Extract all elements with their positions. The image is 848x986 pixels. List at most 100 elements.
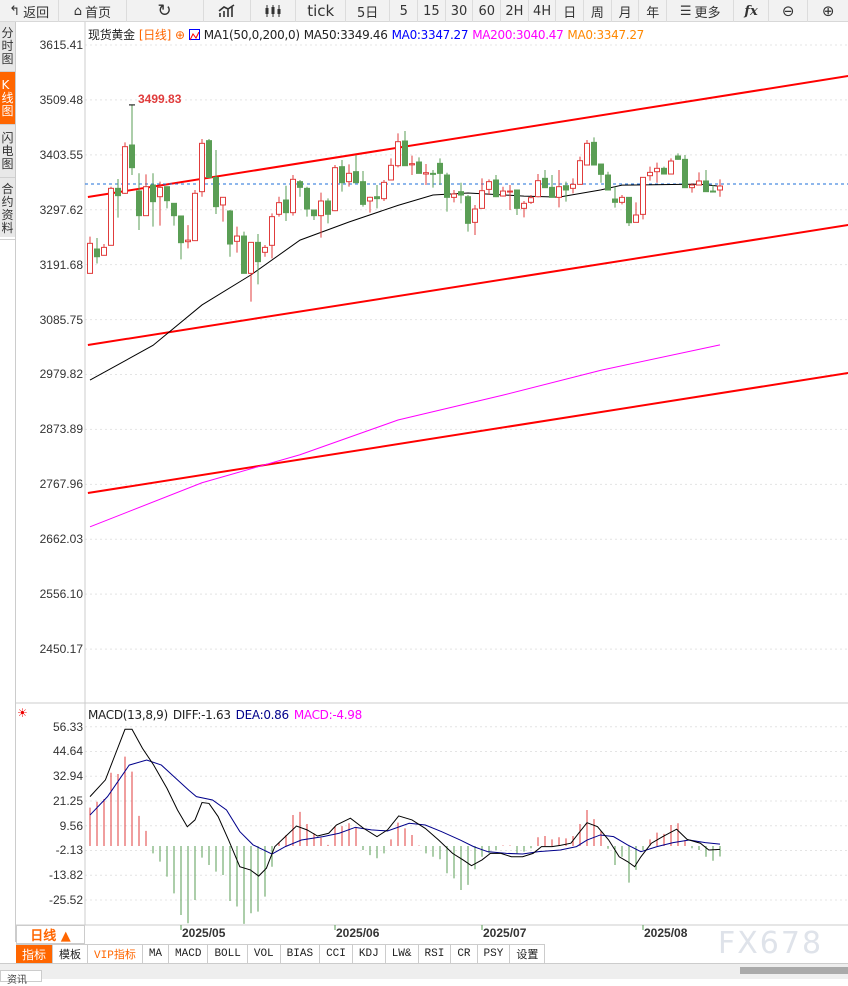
ma-params: MA1(50,0,200,0) [203,27,300,42]
candle-body [423,172,429,175]
period-year[interactable]: 年 [639,0,668,22]
tick-button[interactable]: tick [296,0,346,22]
tab-vip-indicator[interactable]: VIP指标 [88,945,143,963]
high-price-label: 3499.83 [138,92,182,106]
sidebar-item-kline[interactable]: K线图 [0,72,15,125]
candle-body [682,158,688,189]
tab-psy[interactable]: PSY [477,945,511,963]
date-label: 2025/06 [336,926,380,940]
candle-body [556,186,562,198]
toolbar: ↰ 返回 ⌂ 首页 ↻ tick 5日 5 15 30 60 2H 4H 日 周 月… [0,0,848,22]
dea-value: DEA:0.86 [235,708,289,722]
candle-body [255,241,261,263]
price-tick-label: 3191.68 [39,257,83,272]
add-indicator-icon[interactable]: ⊕ [174,27,185,42]
tab-boll[interactable]: BOLL [208,945,248,963]
news-tab[interactable]: 资讯 [0,970,42,986]
formula-button[interactable]: fx [734,0,769,22]
scrollbar-thumb[interactable] [740,967,848,974]
candle-body [311,209,317,217]
period-day[interactable]: 日 [556,0,585,22]
bar-chart-icon [218,4,235,17]
ma-indicator-icon[interactable] [188,29,200,41]
ma0-value-2: MA0:3347.27 [567,27,644,42]
candle-body [472,208,478,223]
candle-body [339,166,345,184]
ma50-value: MA50:3349.46 [303,27,388,42]
candle-body [171,202,177,217]
candle-body [717,185,723,191]
zoom-out-button[interactable]: ⊖ [769,0,809,22]
tab-kdj[interactable]: KDJ [352,945,386,963]
tab-rsi[interactable]: RSI [418,945,452,963]
candle-body [521,202,527,209]
candle-body [465,196,471,224]
sidebar-item-flash[interactable]: 闪电图 [0,125,15,178]
candle-body [500,190,506,197]
date-label: 2025/07 [483,926,527,940]
refresh-button[interactable]: ↻ [127,0,204,22]
candlestick-button[interactable] [251,0,297,22]
candle-body [619,196,625,203]
dea-line [89,759,721,855]
diff-line [89,728,721,877]
candle-body [122,146,128,194]
back-button[interactable]: ↰ 返回 [0,0,60,22]
tab-lw[interactable]: LW& [385,945,419,963]
candle-body [360,181,366,205]
tab-vol[interactable]: VOL [247,945,281,963]
candle-body [304,187,310,210]
tab-template[interactable]: 模板 [53,945,89,963]
zoom-in-button[interactable]: ⊕ [808,0,848,22]
tab-macd[interactable]: MACD [169,945,209,963]
tab-cci[interactable]: CCI [320,945,353,963]
macd-tick-label: 21.25 [52,793,83,808]
horizontal-scrollbar[interactable] [0,963,848,979]
macd-tick-label: 9.56 [59,818,83,833]
5day-button[interactable]: 5日 [346,0,391,22]
candle-body [290,178,296,214]
candle-body [626,196,632,224]
tab-indicator[interactable]: 指标 [16,945,54,963]
sidebar-item-timeshare[interactable]: 分时图 [0,22,15,72]
candle-body [591,141,597,166]
candle-body [262,246,268,253]
period-week[interactable]: 周 [584,0,612,22]
macd-tick-label: -25.52 [48,893,83,907]
candle-body [507,190,513,193]
line-chart-button[interactable] [204,0,252,22]
trendline [87,224,848,346]
period-30[interactable]: 30 [446,0,474,22]
sidebar-item-contract-info[interactable]: 合约资料 [0,178,15,240]
candle-body [409,163,415,166]
menu-icon: ☰ [679,3,692,19]
candle-body [185,239,191,243]
candle-body [654,167,660,173]
period-15[interactable]: 15 [418,0,446,22]
macd-tick-label: -13.82 [48,868,83,883]
diff-value: DIFF:-1.63 [172,708,231,722]
candle-body [178,215,184,244]
tab-bias[interactable]: BIAS [280,945,321,963]
tab-cr[interactable]: CR [451,945,478,963]
more-button[interactable]: ☰ 更多 [667,0,735,22]
tab-settings[interactable]: 设置 [510,945,546,963]
period-60[interactable]: 60 [473,0,502,22]
macd-params: MACD(13,8,9) [88,708,168,722]
period-selector[interactable]: 日线 ▲ [16,925,85,944]
period-month[interactable]: 月 [612,0,640,22]
candle-body [297,181,303,188]
candle-body [479,190,485,209]
candle-body [101,246,107,256]
price-tick-label: 3509.48 [39,92,83,107]
home-button[interactable]: ⌂ 首页 [59,0,127,22]
candle-body [108,187,114,246]
period-4h[interactable]: 4H [529,0,557,22]
tab-ma[interactable]: MA [142,945,170,963]
candle-body [241,235,247,274]
macd-settings-icon[interactable]: ☀ [17,706,28,720]
period-5[interactable]: 5 [390,0,419,22]
period-2h[interactable]: 2H [501,0,529,22]
candle-body [605,174,611,191]
